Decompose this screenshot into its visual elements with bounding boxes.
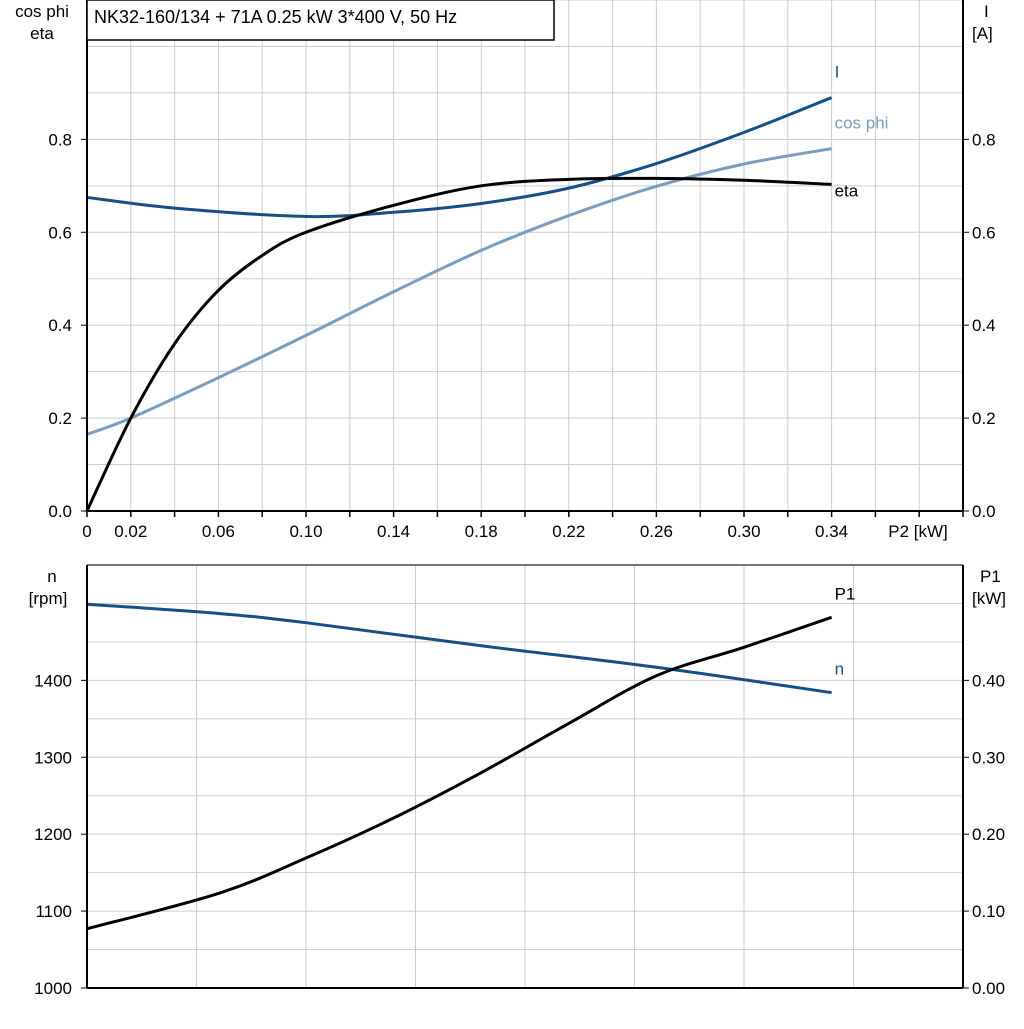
y-tick-label-right: 0.6 bbox=[972, 223, 996, 242]
x-tick-label: 0.26 bbox=[640, 522, 673, 541]
y-tick-label-right: 0.8 bbox=[972, 130, 996, 149]
y-tick-label-right: 0.10 bbox=[972, 902, 1005, 921]
y-tick-label-right: 0.00 bbox=[972, 979, 1005, 998]
series-label-eta: eta bbox=[835, 181, 859, 200]
top-grid bbox=[87, 0, 964, 511]
x-tick-label: 0.34 bbox=[815, 522, 848, 541]
x-tick-label: 0.22 bbox=[552, 522, 585, 541]
axes bbox=[81, 0, 969, 989]
x-tick-label: 0.14 bbox=[377, 522, 410, 541]
series-label-cos-phi: cos phi bbox=[835, 114, 889, 133]
y-tick-label-left: 0.2 bbox=[48, 409, 72, 428]
y-tick-label-right: 0.20 bbox=[972, 825, 1005, 844]
series-label-n: n bbox=[835, 660, 844, 679]
y-tick-label-right: 0.4 bbox=[972, 316, 996, 335]
y-tick-label-left: 1200 bbox=[34, 825, 72, 844]
y-tick-label-left: 0.8 bbox=[48, 130, 72, 149]
x-tick-label: 0.02 bbox=[114, 522, 147, 541]
y-axis-label-left: [rpm] bbox=[29, 589, 68, 608]
y-tick-label-right: 0.0 bbox=[972, 502, 996, 521]
x-tick-label: 0.18 bbox=[465, 522, 498, 541]
curve-I bbox=[86, 96, 833, 219]
curve-P1 bbox=[86, 615, 833, 931]
x-tick-label: 0 bbox=[82, 522, 91, 541]
y-tick-label-left: 1000 bbox=[34, 979, 72, 998]
y-axis-label-left: n bbox=[47, 567, 56, 586]
y-axis-label-left: cos phi bbox=[15, 2, 69, 21]
curves bbox=[85, 96, 833, 931]
y-axis-label-right: I bbox=[984, 2, 989, 21]
y-tick-label-left: 0.4 bbox=[48, 316, 72, 335]
y-tick-label-right: 0.40 bbox=[972, 671, 1005, 690]
y-axis-label-left: eta bbox=[30, 24, 54, 43]
chart-title: NK32-160/134 + 71A 0.25 kW 3*400 V, 50 H… bbox=[94, 7, 457, 27]
series-label-P1: P1 bbox=[835, 584, 856, 603]
x-axis-label: P2 [kW] bbox=[888, 522, 948, 541]
series-label-I: I bbox=[835, 63, 840, 82]
y-axis-label-right: [A] bbox=[972, 24, 993, 43]
y-axis-label-right: [kW] bbox=[972, 589, 1006, 608]
x-tick-label: 0.30 bbox=[727, 522, 760, 541]
x-tick-label: 0.06 bbox=[202, 522, 235, 541]
y-axis-label-right: P1 bbox=[980, 567, 1001, 586]
y-tick-label-left: 1100 bbox=[35, 902, 72, 921]
y-tick-label-right: 0.2 bbox=[972, 409, 996, 428]
bottom-grid bbox=[87, 564, 964, 988]
curve-n bbox=[86, 602, 832, 695]
y-tick-label-left: 1300 bbox=[34, 748, 72, 767]
y-tick-label-right: 0.30 bbox=[972, 748, 1005, 767]
curve-eta bbox=[85, 176, 832, 512]
curve-cos-phi bbox=[86, 147, 832, 436]
y-tick-label-left: 1400 bbox=[34, 671, 72, 690]
title-box bbox=[86, 0, 555, 41]
y-tick-label-left: 0.0 bbox=[48, 502, 72, 521]
y-tick-label-left: 0.6 bbox=[48, 223, 72, 242]
x-tick-label: 0.10 bbox=[289, 522, 322, 541]
